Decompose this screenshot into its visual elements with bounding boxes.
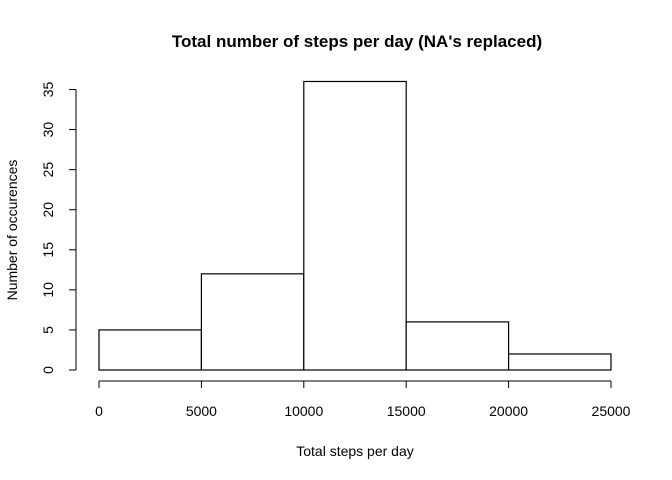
x-tick-label: 15000 xyxy=(387,403,426,419)
histogram-bar-4 xyxy=(508,353,612,371)
y-tick-label: 20 xyxy=(40,202,56,218)
histogram-bar-0 xyxy=(98,329,203,371)
y-tick-label: 0 xyxy=(40,366,56,374)
y-tick-label: 30 xyxy=(40,122,56,138)
y-tick-label: 25 xyxy=(40,162,56,178)
y-axis: 0 5 10 15 20 25 30 35 xyxy=(40,82,77,374)
y-tick-label: 15 xyxy=(40,242,56,258)
x-tick-label: 20000 xyxy=(489,403,528,419)
histogram-bar-1 xyxy=(200,273,305,371)
x-axis: 0 5000 10000 15000 20000 25000 xyxy=(95,380,631,419)
y-tick-label: 5 xyxy=(40,326,56,334)
histogram-bar-3 xyxy=(405,321,510,371)
histogram-bar-2 xyxy=(303,80,407,371)
x-axis-label: Total steps per day xyxy=(296,443,414,459)
y-tick-label: 35 xyxy=(40,82,56,98)
y-tick-label: 10 xyxy=(40,282,56,298)
chart-title: Total number of steps per day (NA's repl… xyxy=(172,32,542,51)
x-tick-label: 0 xyxy=(95,403,103,419)
bars-group xyxy=(98,80,612,371)
x-tick-label: 5000 xyxy=(186,403,217,419)
x-tick-label: 10000 xyxy=(284,403,323,419)
x-tick-label: 25000 xyxy=(592,403,631,419)
y-axis-label: Number of occurences xyxy=(4,160,20,301)
